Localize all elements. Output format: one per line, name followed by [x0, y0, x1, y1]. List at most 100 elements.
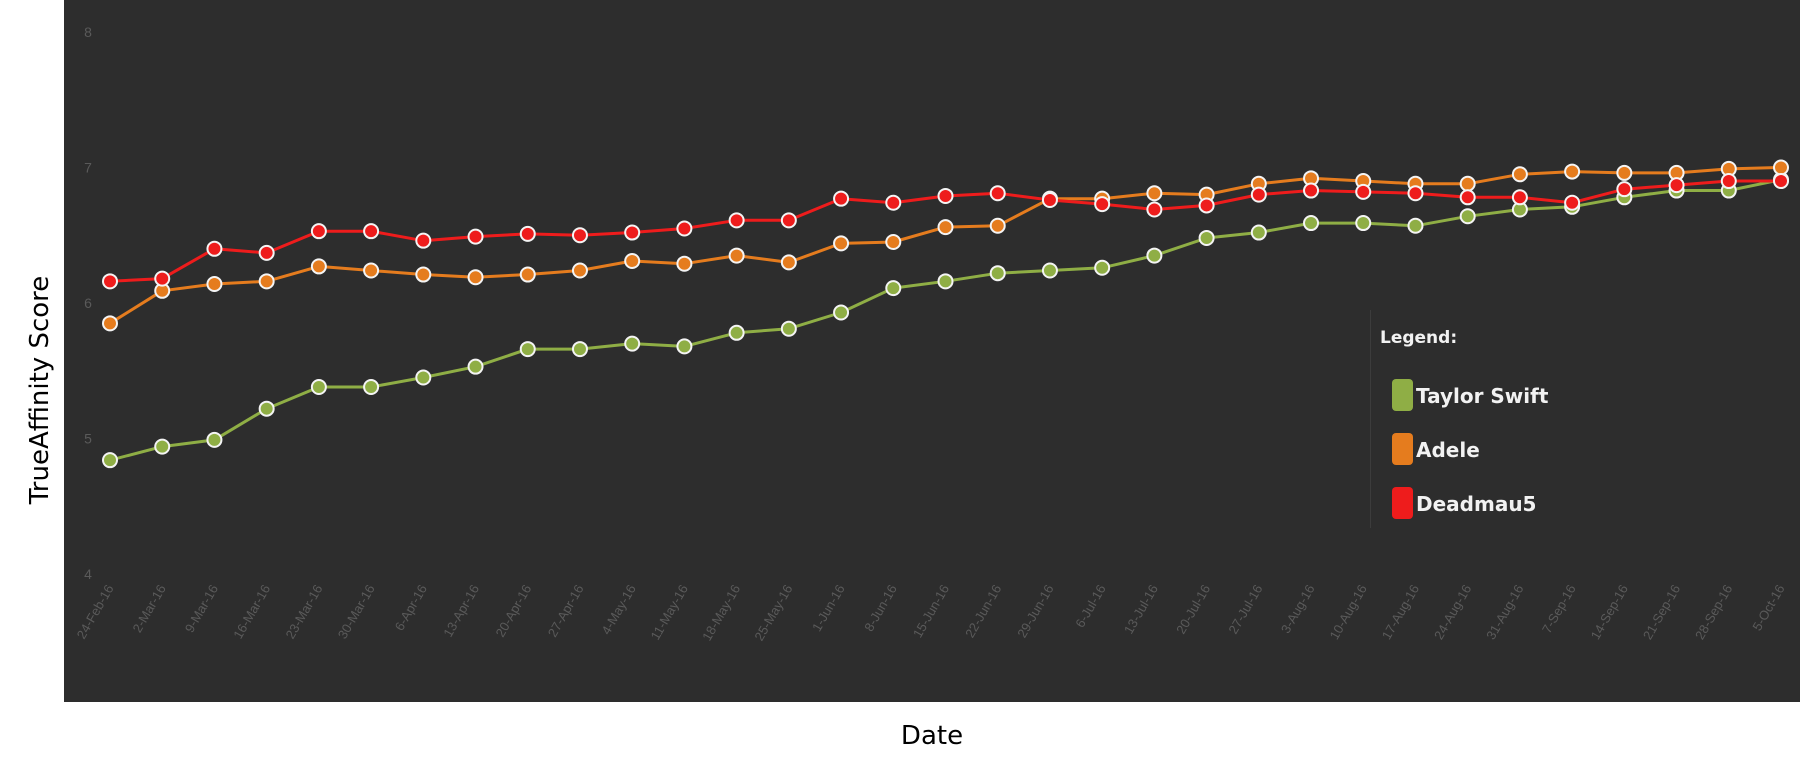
data-point-adele[interactable]: [363, 262, 380, 279]
data-point-adele[interactable]: [1146, 185, 1163, 202]
data-point-taylor-swift[interactable]: [1094, 259, 1111, 276]
data-point-adele[interactable]: [885, 234, 902, 251]
data-point-deadmau5[interactable]: [571, 227, 588, 244]
data-point-adele[interactable]: [1616, 164, 1633, 181]
data-point-adele[interactable]: [1773, 159, 1789, 176]
legend-swatch-adele: [1392, 433, 1413, 465]
data-point-taylor-swift[interactable]: [1146, 247, 1163, 264]
data-point-deadmau5[interactable]: [1668, 177, 1685, 194]
data-point-taylor-swift[interactable]: [937, 273, 954, 290]
legend-title: Legend:: [1380, 328, 1457, 348]
data-point-taylor-swift[interactable]: [310, 379, 327, 396]
legend-label-deadmau5: Deadmau5: [1416, 492, 1536, 516]
data-point-adele[interactable]: [780, 254, 797, 271]
data-point-adele[interactable]: [833, 235, 850, 252]
data-point-deadmau5[interactable]: [989, 185, 1006, 202]
data-point-adele[interactable]: [571, 262, 588, 279]
data-point-deadmau5[interactable]: [363, 223, 380, 240]
data-point-deadmau5[interactable]: [154, 270, 171, 287]
data-point-deadmau5[interactable]: [1303, 182, 1320, 199]
data-point-deadmau5[interactable]: [676, 220, 693, 237]
data-point-adele[interactable]: [937, 219, 954, 236]
data-point-deadmau5[interactable]: [206, 240, 223, 257]
data-point-adele[interactable]: [676, 255, 693, 272]
data-point-deadmau5[interactable]: [780, 212, 797, 229]
data-point-taylor-swift[interactable]: [676, 338, 693, 355]
data-point-taylor-swift[interactable]: [1303, 215, 1320, 232]
data-point-adele[interactable]: [102, 315, 118, 332]
data-point-deadmau5[interactable]: [1773, 173, 1789, 190]
legend-items: Taylor Swift Adele Deadmau5: [1392, 379, 1549, 519]
y-axis-label: TrueAffinity Score: [25, 276, 55, 506]
data-point-adele[interactable]: [206, 276, 223, 293]
data-point-taylor-swift[interactable]: [1459, 208, 1476, 225]
data-point-deadmau5[interactable]: [1146, 201, 1163, 218]
data-point-taylor-swift[interactable]: [833, 304, 850, 321]
data-point-deadmau5[interactable]: [1094, 196, 1111, 213]
data-point-taylor-swift[interactable]: [415, 369, 432, 386]
data-point-adele[interactable]: [1511, 166, 1528, 183]
data-point-deadmau5[interactable]: [1250, 186, 1267, 203]
data-point-deadmau5[interactable]: [937, 187, 954, 204]
data-point-deadmau5[interactable]: [1355, 183, 1372, 200]
data-point-deadmau5[interactable]: [1198, 197, 1215, 214]
data-point-deadmau5[interactable]: [728, 212, 745, 229]
data-point-adele[interactable]: [1459, 175, 1476, 192]
legend-label-adele: Adele: [1416, 438, 1480, 462]
data-point-taylor-swift[interactable]: [206, 431, 223, 448]
data-point-adele[interactable]: [310, 258, 327, 275]
data-point-deadmau5[interactable]: [1511, 189, 1528, 206]
data-point-adele[interactable]: [989, 217, 1006, 234]
data-point-adele[interactable]: [624, 252, 641, 269]
data-point-deadmau5[interactable]: [467, 228, 484, 245]
data-point-taylor-swift[interactable]: [1355, 215, 1372, 232]
data-point-taylor-swift[interactable]: [363, 379, 380, 396]
legend-swatch-taylor-swift: [1392, 379, 1413, 411]
legend-label-taylor-swift: Taylor Swift: [1416, 384, 1549, 408]
data-point-deadmau5[interactable]: [624, 224, 641, 241]
data-point-deadmau5[interactable]: [519, 225, 536, 242]
data-point-deadmau5[interactable]: [102, 273, 118, 290]
data-point-deadmau5[interactable]: [1720, 173, 1737, 190]
data-point-deadmau5[interactable]: [885, 194, 902, 211]
data-point-taylor-swift[interactable]: [467, 358, 484, 375]
data-point-taylor-swift[interactable]: [728, 324, 745, 341]
data-point-deadmau5[interactable]: [1041, 192, 1058, 209]
legend-separator: [1370, 310, 1371, 528]
y-tick-label: 8: [84, 24, 92, 40]
y-tick-label: 5: [84, 431, 92, 447]
data-point-deadmau5[interactable]: [1407, 185, 1424, 202]
data-point-deadmau5[interactable]: [833, 190, 850, 207]
y-tick-label: 7: [84, 160, 92, 176]
data-point-deadmau5[interactable]: [310, 223, 327, 240]
data-point-taylor-swift[interactable]: [1198, 229, 1215, 246]
data-point-adele[interactable]: [519, 266, 536, 283]
data-point-deadmau5[interactable]: [1564, 194, 1581, 211]
data-point-adele[interactable]: [415, 266, 432, 283]
data-point-taylor-swift[interactable]: [885, 280, 902, 297]
y-axis-ticks: 4 5 6 7 8: [84, 24, 92, 582]
data-point-taylor-swift[interactable]: [624, 335, 641, 352]
data-point-taylor-swift[interactable]: [1407, 217, 1424, 234]
data-point-adele[interactable]: [467, 269, 484, 286]
data-point-taylor-swift[interactable]: [258, 400, 275, 417]
data-point-adele[interactable]: [1564, 163, 1581, 180]
data-point-taylor-swift[interactable]: [989, 265, 1006, 282]
data-point-taylor-swift[interactable]: [571, 341, 588, 358]
chart-background: [64, 0, 1800, 702]
data-point-deadmau5[interactable]: [258, 244, 275, 261]
data-point-deadmau5[interactable]: [1459, 189, 1476, 206]
data-point-taylor-swift[interactable]: [519, 341, 536, 358]
data-point-taylor-swift[interactable]: [1250, 224, 1267, 241]
data-point-taylor-swift[interactable]: [102, 452, 118, 469]
data-point-taylor-swift[interactable]: [154, 438, 171, 455]
data-point-adele[interactable]: [258, 273, 275, 290]
data-point-taylor-swift[interactable]: [1041, 262, 1058, 279]
x-axis-label: Date: [901, 721, 963, 751]
data-point-deadmau5[interactable]: [415, 232, 432, 249]
data-point-adele[interactable]: [728, 247, 745, 264]
data-point-deadmau5[interactable]: [1616, 181, 1633, 198]
legend-swatch-deadmau5: [1392, 487, 1413, 519]
data-point-taylor-swift[interactable]: [780, 320, 797, 337]
